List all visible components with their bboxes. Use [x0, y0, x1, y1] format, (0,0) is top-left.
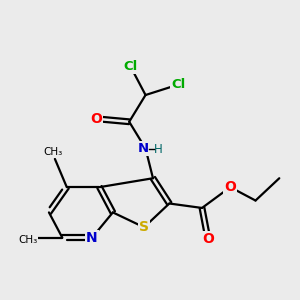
Text: Cl: Cl — [124, 60, 138, 73]
Text: Cl: Cl — [171, 78, 185, 91]
Text: O: O — [91, 112, 102, 126]
Text: CH₃: CH₃ — [44, 147, 63, 158]
Text: N: N — [138, 142, 149, 155]
Text: S: S — [139, 220, 149, 234]
Text: O: O — [202, 232, 214, 246]
Text: O: O — [224, 180, 236, 194]
Text: N: N — [86, 231, 98, 245]
Text: CH₃: CH₃ — [19, 235, 38, 245]
Text: H: H — [154, 142, 162, 156]
